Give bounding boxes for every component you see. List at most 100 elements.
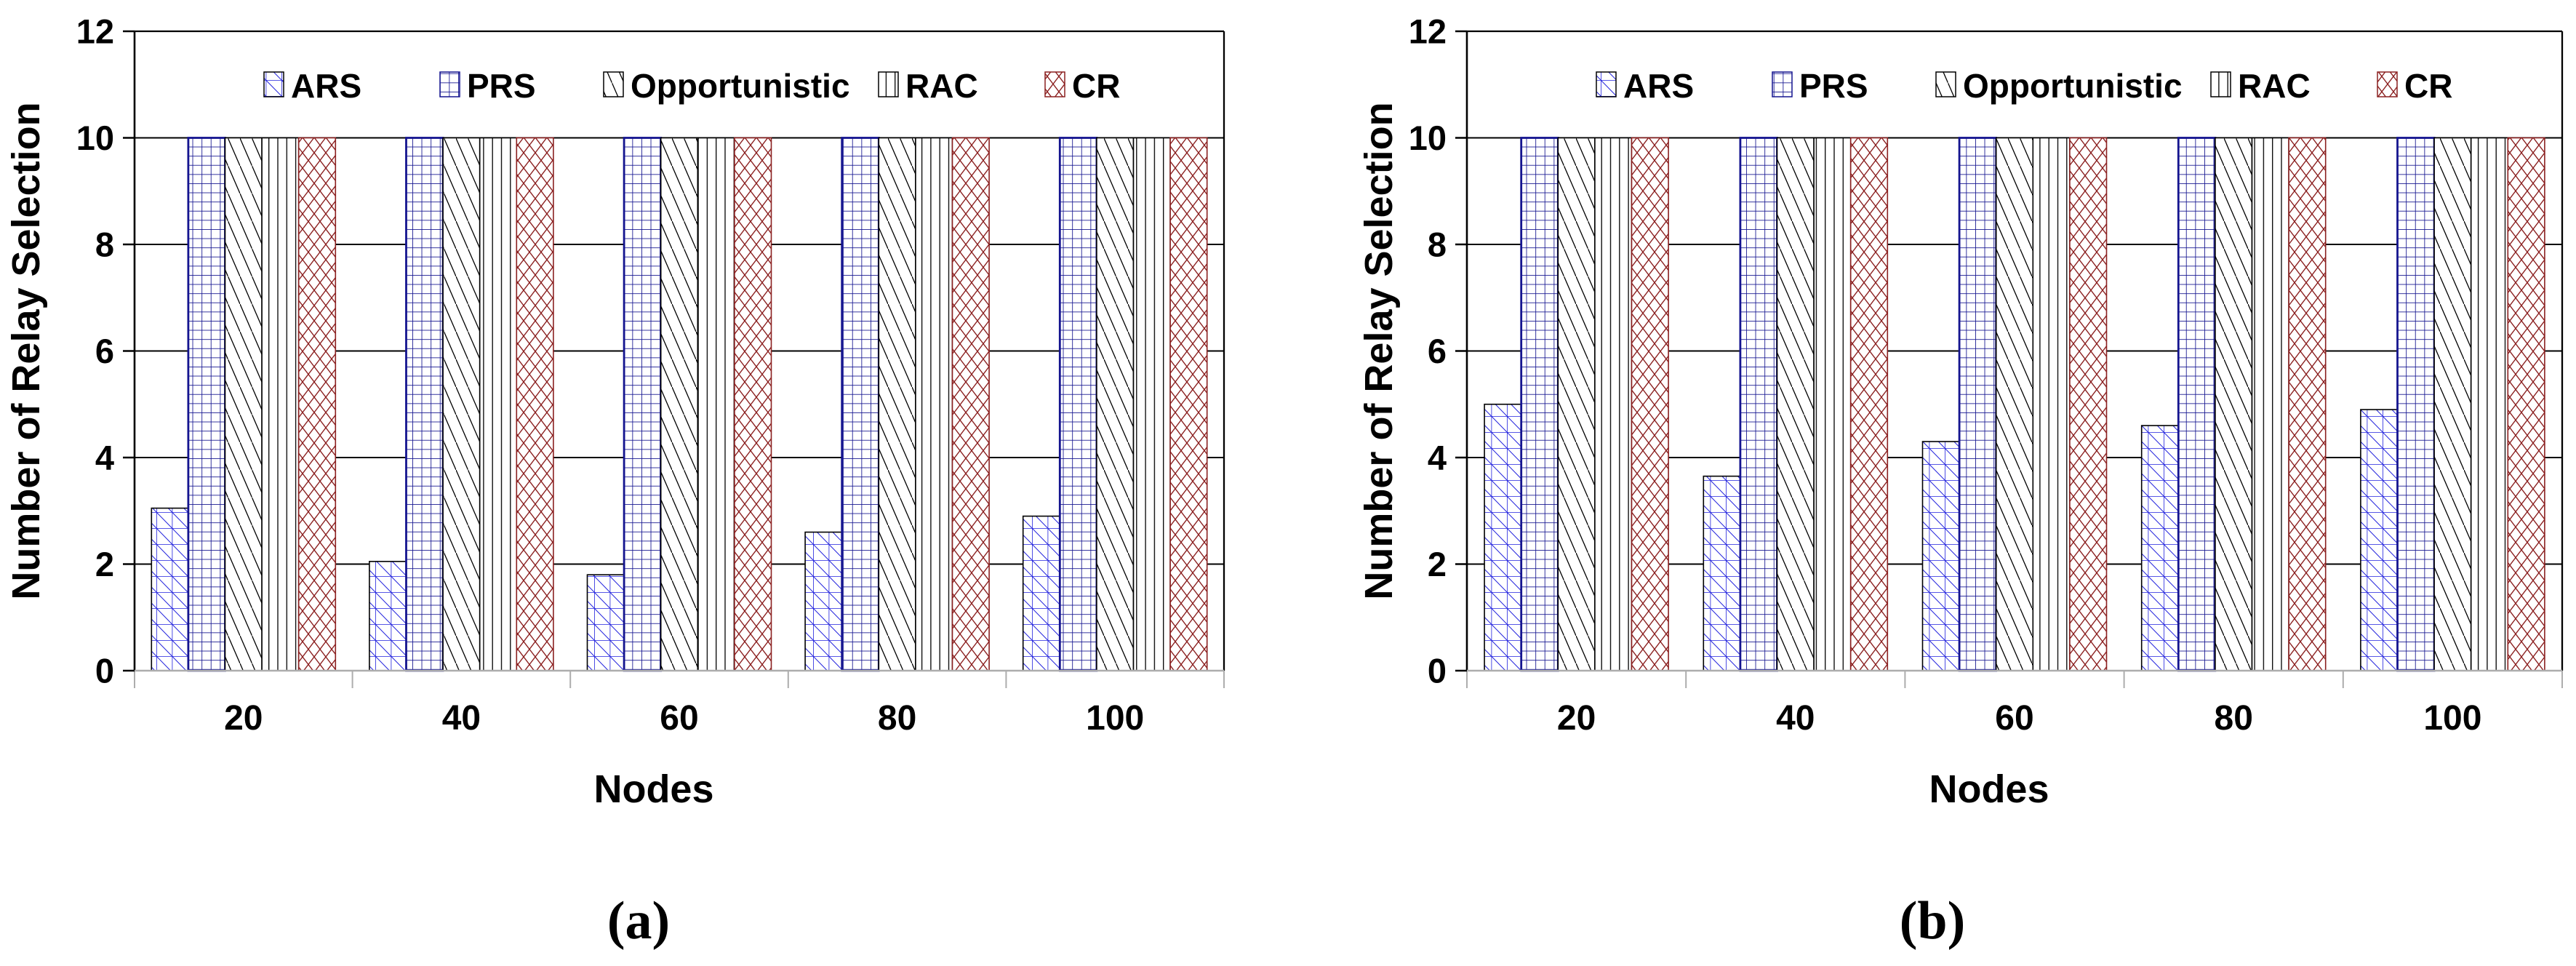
bar-RAC-60 xyxy=(2032,137,2071,671)
y-tick-label: 0 xyxy=(1428,652,1447,690)
legend-label-CR: CR xyxy=(1072,67,1120,105)
bar-PRS-20 xyxy=(1520,137,1559,672)
y-tick-label: 2 xyxy=(95,545,114,583)
y-tick-label: 6 xyxy=(95,332,114,370)
legend-swatch-Opportunistic xyxy=(1935,71,1956,97)
bar-CR-20 xyxy=(297,137,337,671)
legend-label-Opportunistic: Opportunistic xyxy=(1963,67,2183,105)
y-tick-label: 12 xyxy=(76,12,114,51)
bar-PRS-40 xyxy=(1739,137,1778,672)
bar-PRS-80 xyxy=(2177,137,2217,672)
x-tick-label: 100 xyxy=(2423,699,2481,738)
bar-PRS-100 xyxy=(2396,137,2436,672)
x-tick-label: 20 xyxy=(224,699,263,738)
x-tick-label: 100 xyxy=(1086,699,1144,738)
bar-ARS-100 xyxy=(2360,409,2399,671)
x-tick-label: 40 xyxy=(442,699,481,738)
bar-PRS-80 xyxy=(841,137,880,672)
bar-CR-40 xyxy=(1849,137,1889,671)
bar-PRS-20 xyxy=(187,137,226,672)
bar-Opportunistic-20 xyxy=(1557,137,1596,671)
bar-Opportunistic-80 xyxy=(878,137,916,671)
x-tick-label: 80 xyxy=(2215,699,2253,738)
bar-CR-20 xyxy=(1631,137,1669,671)
legend-label-CR: CR xyxy=(2404,67,2452,105)
x-tick-label: 60 xyxy=(1995,699,2033,738)
y-tick-label: 12 xyxy=(1409,12,1447,51)
bar-ARS-100 xyxy=(1022,515,1061,671)
subfigure-caption: (b) xyxy=(1900,891,1965,951)
bar-ARS-60 xyxy=(586,574,625,671)
y-tick-label: 6 xyxy=(1428,332,1447,370)
bar-CR-100 xyxy=(1169,137,1208,671)
bar-PRS-60 xyxy=(1958,137,1998,672)
bar-RAC-20 xyxy=(1594,137,1633,671)
bar-Opportunistic-60 xyxy=(660,137,699,671)
bar-ARS-40 xyxy=(369,561,407,671)
legend-swatch-RAC xyxy=(878,71,899,97)
y-tick-label: 0 xyxy=(95,652,114,690)
bar-Opportunistic-40 xyxy=(1776,137,1815,671)
x-axis-title: Nodes xyxy=(593,767,713,811)
bar-RAC-80 xyxy=(915,137,953,671)
legend-swatch-CR xyxy=(2377,71,2398,97)
bar-Opportunistic-40 xyxy=(442,137,481,671)
y-tick-label: 8 xyxy=(95,225,114,264)
x-axis-title: Nodes xyxy=(1929,767,2049,811)
y-tick-label: 2 xyxy=(1428,545,1447,583)
legend-label-PRS: PRS xyxy=(467,67,536,105)
bar-CR-80 xyxy=(2288,137,2327,671)
bar-RAC-40 xyxy=(1813,137,1852,671)
bar-RAC-40 xyxy=(479,137,518,671)
bar-CR-60 xyxy=(2069,137,2108,671)
bar-ARS-80 xyxy=(804,531,843,671)
y-axis-title: Number of Relay Selection xyxy=(4,102,48,599)
bar-Opportunistic-80 xyxy=(2215,137,2253,671)
bar-RAC-60 xyxy=(697,137,735,671)
bar-CR-100 xyxy=(2507,137,2545,671)
bar-CR-40 xyxy=(516,137,554,671)
legend-label-PRS: PRS xyxy=(1799,67,1868,105)
legend-swatch-ARS xyxy=(263,71,284,97)
legend-swatch-Opportunistic xyxy=(603,71,624,97)
bar-ARS-80 xyxy=(2140,425,2180,671)
legend-label-ARS: ARS xyxy=(1623,67,1694,105)
x-tick-label: 60 xyxy=(660,699,698,738)
bar-Opportunistic-60 xyxy=(1995,137,2034,671)
y-tick-label: 4 xyxy=(1428,439,1447,477)
bar-Opportunistic-100 xyxy=(2433,137,2472,671)
x-tick-label: 20 xyxy=(1557,699,1596,738)
bar-ARS-20 xyxy=(1484,403,1522,671)
bar-RAC-80 xyxy=(2251,137,2289,671)
bar-PRS-100 xyxy=(1058,137,1098,672)
bar-CR-60 xyxy=(734,137,772,671)
bar-chart-b: 0 2 4 6 8 10 12 20 40 60 80 100 ARS PRS Opportunistic R… xyxy=(1357,12,2564,951)
y-tick-label: 4 xyxy=(95,439,114,477)
legend-label-RAC: RAC xyxy=(2238,67,2311,105)
legend-swatch-CR xyxy=(1044,71,1065,97)
bar-ARS-60 xyxy=(1921,441,1960,671)
y-axis-title: Number of Relay Selection xyxy=(1357,102,1401,599)
subfigure-caption: (a) xyxy=(607,891,670,951)
y-tick-label: 8 xyxy=(1428,225,1447,264)
bar-RAC-20 xyxy=(261,137,300,671)
bar-CR-80 xyxy=(951,137,990,671)
bar-Opportunistic-20 xyxy=(224,137,263,671)
bar-ARS-40 xyxy=(1703,475,1741,671)
bar-RAC-100 xyxy=(1132,137,1171,671)
legend-swatch-PRS xyxy=(1772,71,1793,97)
bar-PRS-60 xyxy=(623,137,663,672)
bar-PRS-40 xyxy=(405,137,444,672)
y-tick-label: 10 xyxy=(1409,119,1447,157)
x-tick-label: 40 xyxy=(1776,699,1815,738)
legend-label-ARS: ARS xyxy=(291,67,361,105)
bar-ARS-20 xyxy=(151,507,189,671)
legend-swatch-ARS xyxy=(1596,71,1617,97)
bar-RAC-100 xyxy=(2470,137,2509,671)
y-tick-label: 10 xyxy=(76,119,114,157)
bar-chart-a: 0 2 4 6 8 10 12 20 40 60 80 100 ARS PRS Opportunistic R… xyxy=(4,12,1225,951)
legend-label-Opportunistic: Opportunistic xyxy=(631,67,850,105)
legend-label-RAC: RAC xyxy=(905,67,978,105)
legend-swatch-PRS xyxy=(439,71,460,97)
